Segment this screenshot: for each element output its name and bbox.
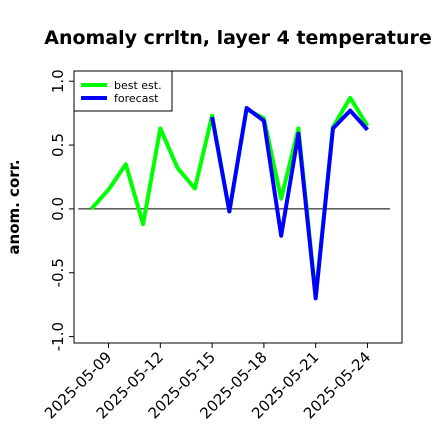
series-line-forecast (210, 106, 369, 301)
y-axis-ticks: -1.0 -0.5 0.0 0.5 1.0 (49, 69, 74, 351)
y-tick-label: 0.5 (49, 133, 67, 157)
y-axis-label: anom. corr. (5, 159, 23, 254)
y-tick-label: 0.0 (49, 197, 67, 221)
y-tick-label: -0.5 (49, 258, 67, 287)
legend: best est.forecast (73, 70, 173, 112)
chart-title: Anomaly crrltn, layer 4 temperature (44, 27, 432, 49)
y-tick-label: -1.0 (49, 322, 67, 351)
legend-box (73, 70, 173, 112)
series-layer (89, 95, 370, 301)
plot-frame (73, 70, 403, 344)
legend-entry-label: best est. (114, 79, 162, 92)
legend-entry-label: forecast (114, 92, 159, 105)
x-axis-ticks: 2025-05-092025-05-122025-05-152025-05-18… (41, 343, 374, 422)
y-tick-label: 1.0 (49, 69, 67, 93)
